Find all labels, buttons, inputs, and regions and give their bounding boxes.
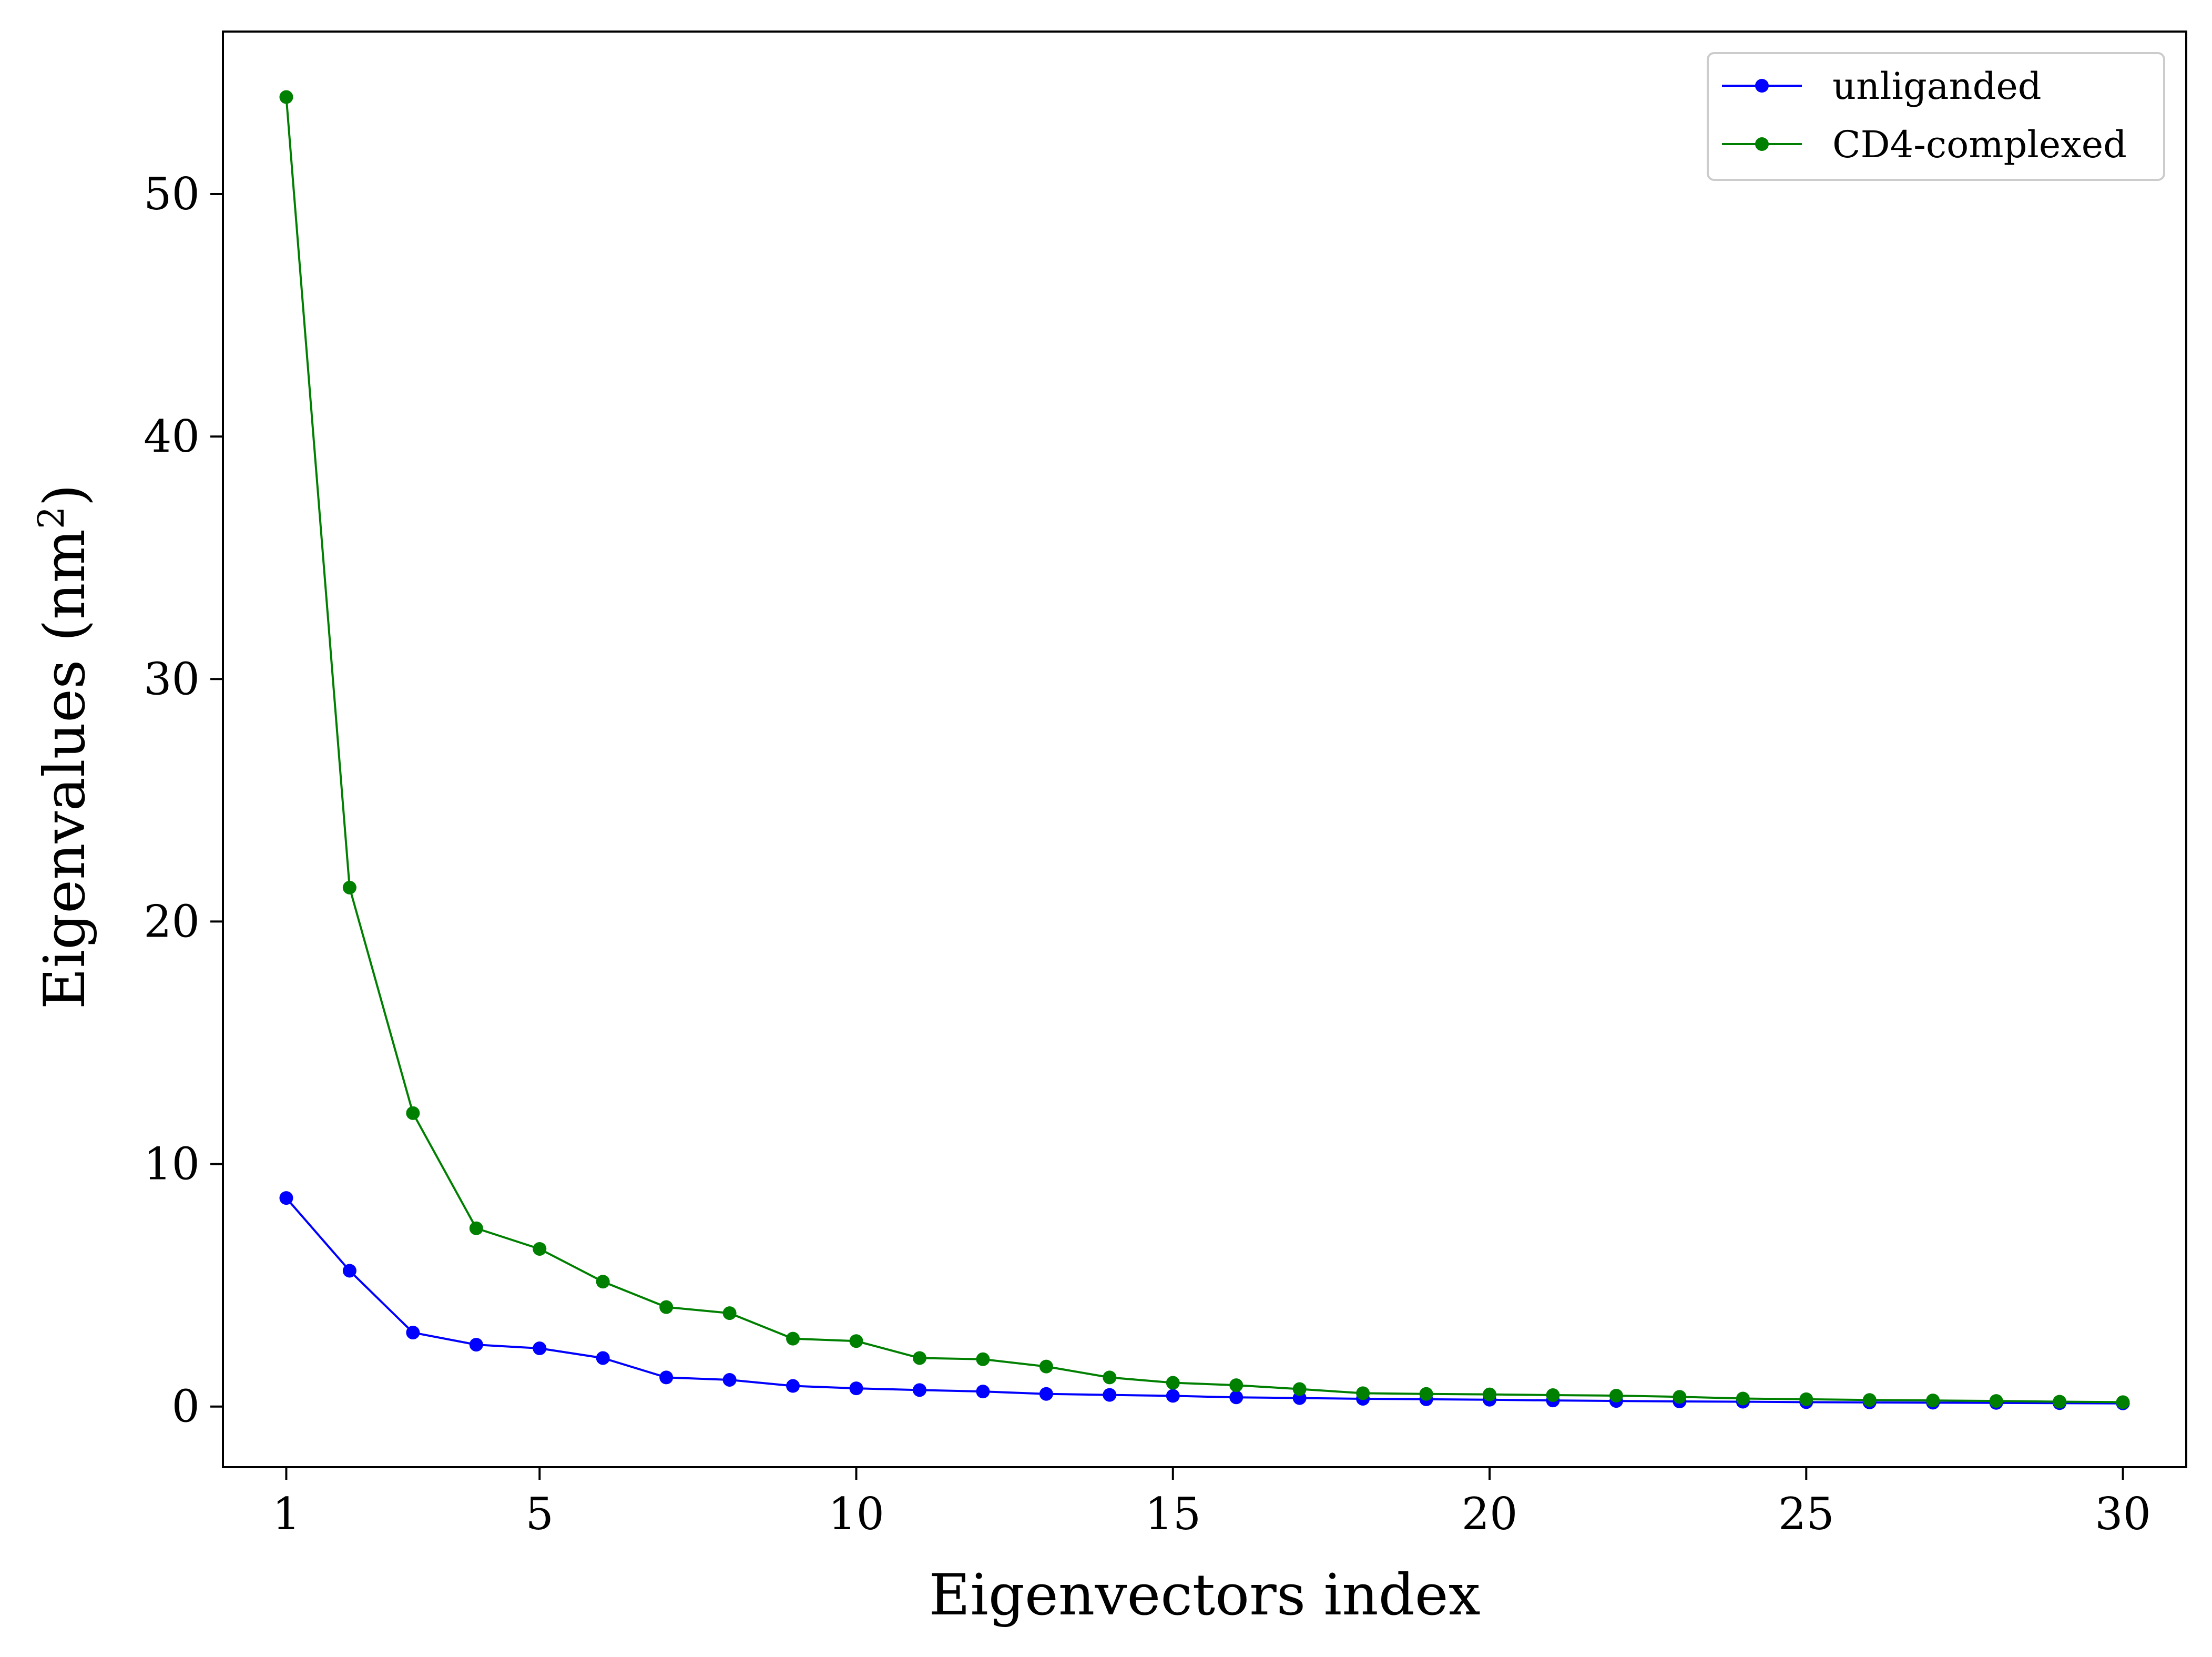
data-point-unliganded: [342, 1264, 356, 1278]
data-point-cd4-complexed: [1673, 1390, 1687, 1404]
data-point-cd4-complexed: [1736, 1391, 1750, 1406]
y-axis-label-main: Eigenvalues (nm: [32, 529, 98, 1009]
data-point-unliganded: [406, 1326, 420, 1340]
data-point-cd4-complexed: [406, 1106, 420, 1120]
y-axis-label-superscript: 2: [31, 506, 73, 529]
x-tick-label: 20: [1462, 1488, 1518, 1540]
legend-marker-cd4-complexed: [1755, 137, 1769, 151]
data-point-cd4-complexed: [1989, 1394, 2003, 1408]
data-point-cd4-complexed: [912, 1351, 926, 1365]
data-point-cd4-complexed: [849, 1334, 863, 1348]
legend-label-cd4-complexed: CD4-complexed: [1832, 123, 2127, 166]
plot-frame: [222, 31, 2187, 1468]
data-point-cd4-complexed: [2053, 1395, 2067, 1409]
x-tick-label: 1: [272, 1488, 300, 1540]
data-point-unliganded: [279, 1191, 293, 1205]
data-point-cd4-complexed: [659, 1300, 674, 1314]
data-point-unliganded: [786, 1379, 800, 1393]
data-point-cd4-complexed: [1546, 1388, 1560, 1402]
series-line-unliganded: [285, 1197, 2123, 1405]
legend-label-unliganded: unliganded: [1832, 65, 2042, 108]
legend-box: [1707, 52, 2165, 181]
data-point-unliganded: [1039, 1387, 1053, 1401]
y-tick-label: 20: [144, 896, 200, 947]
x-tick-label: 10: [828, 1488, 884, 1540]
data-point-unliganded: [1103, 1388, 1117, 1402]
data-point-cd4-complexed: [1292, 1382, 1307, 1396]
data-point-unliganded: [722, 1373, 737, 1387]
y-tick-label: 0: [172, 1381, 200, 1432]
data-point-cd4-complexed: [1039, 1359, 1053, 1374]
y-tick-label: 40: [144, 411, 200, 462]
data-point-cd4-complexed: [469, 1221, 483, 1235]
x-axis-ticks: 1 5 10 15 20 25 30: [272, 1467, 2151, 1540]
data-point-cd4-complexed: [2116, 1395, 2130, 1409]
data-point-cd4-complexed: [279, 90, 293, 104]
data-point-cd4-complexed: [1166, 1376, 1180, 1390]
data-point-cd4-complexed: [976, 1352, 990, 1366]
data-point-cd4-complexed: [1356, 1386, 1370, 1400]
data-point-cd4-complexed: [342, 880, 356, 894]
data-point-cd4-complexed: [1609, 1388, 1623, 1402]
data-point-cd4-complexed: [1103, 1370, 1117, 1385]
data-point-unliganded: [849, 1381, 863, 1396]
y-axis-label-suffix: ): [32, 484, 98, 506]
y-axis-label: Eigenvalues (nm2): [31, 484, 98, 1010]
data-point-unliganded: [1229, 1390, 1243, 1405]
data-point-cd4-complexed: [1419, 1387, 1433, 1401]
series-line-cd4-complexed: [285, 97, 2123, 1404]
series-layer: [279, 90, 2130, 1410]
y-tick-label: 30: [144, 653, 200, 705]
legend: unliganded CD4-complexed: [1707, 52, 2165, 181]
x-axis-label: Eigenvectors index: [929, 1562, 1480, 1628]
x-tick-label: 5: [526, 1488, 554, 1540]
x-tick-label: 15: [1145, 1488, 1201, 1540]
data-point-unliganded: [1166, 1389, 1180, 1403]
y-tick-label: 10: [144, 1138, 200, 1190]
data-point-cd4-complexed: [1926, 1394, 1940, 1408]
data-point-cd4-complexed: [722, 1306, 737, 1320]
data-point-unliganded: [659, 1370, 674, 1385]
data-point-unliganded: [596, 1351, 610, 1365]
data-point-unliganded: [533, 1341, 547, 1356]
data-point-cd4-complexed: [1229, 1378, 1243, 1392]
x-tick-label: 25: [1778, 1488, 1834, 1540]
data-point-cd4-complexed: [1862, 1393, 1877, 1407]
data-point-cd4-complexed: [786, 1331, 800, 1346]
plot-area-border: [222, 31, 2187, 1468]
data-point-cd4-complexed: [596, 1275, 610, 1289]
data-point-cd4-complexed: [1483, 1387, 1497, 1401]
y-axis-ticks: 0 10 20 30 40 50: [144, 168, 223, 1432]
data-point-cd4-complexed: [533, 1242, 547, 1256]
x-tick-label: 30: [2095, 1488, 2151, 1540]
data-point-unliganded: [976, 1385, 990, 1399]
data-point-unliganded: [912, 1383, 926, 1397]
data-point-unliganded: [469, 1338, 483, 1352]
legend-marker-unliganded: [1755, 79, 1769, 93]
y-tick-label: 50: [144, 168, 200, 220]
data-point-cd4-complexed: [1799, 1392, 1813, 1406]
